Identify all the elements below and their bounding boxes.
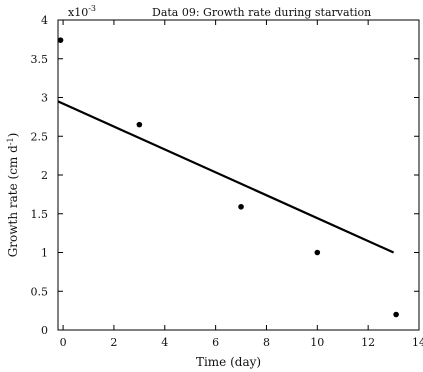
x-tick-label: 14 [412, 336, 423, 349]
y-tick-label: 2.5 [31, 130, 49, 143]
data-point [314, 249, 321, 256]
y-axis-label-main: Growth rate (cm d [6, 145, 20, 257]
y-tick-label: 3 [41, 92, 48, 105]
x-tick-label: 2 [110, 336, 117, 349]
y-tick-label: 0 [41, 324, 48, 337]
y-axis: 0 0.5 1 1.5 2 2.5 3 3.5 4 [31, 14, 419, 337]
regression-line [57, 100, 395, 254]
x-tick-label: 4 [161, 336, 168, 349]
x-tick-label: 6 [212, 336, 219, 349]
data-point [57, 37, 64, 43]
y-axis-label-close: ) [6, 133, 20, 138]
plot-frame [57, 19, 420, 331]
x-axis: 0 2 4 6 8 10 12 14 [60, 20, 423, 349]
y-tick-label: 3.5 [31, 53, 49, 66]
y-multiplier-base: x10 [68, 6, 88, 19]
y-tick-label: 2 [41, 169, 48, 182]
x-tick-label: 10 [310, 336, 324, 349]
data-point [238, 203, 244, 210]
x-tick-label: 0 [60, 336, 67, 349]
data-point [393, 311, 399, 318]
y-multiplier-exponent: -3 [88, 4, 96, 13]
y-axis-label: Growth rate (cm d-1) [6, 133, 20, 258]
y-multiplier: x10-3 [68, 4, 96, 19]
y-tick-label: 4 [41, 14, 48, 27]
y-tick-label: 1.5 [31, 208, 49, 221]
chart-title: Data 09: Growth rate during starvation [152, 6, 371, 19]
series-layer [57, 37, 399, 318]
y-tick-label: 0.5 [31, 285, 49, 298]
y-axis-label-exponent: -1 [6, 137, 15, 145]
y-tick-label: 1 [41, 247, 48, 260]
data-point [136, 121, 143, 128]
x-tick-label: 8 [263, 336, 270, 349]
x-axis-label: Time (day) [196, 355, 261, 369]
x-tick-label: 12 [361, 336, 375, 349]
